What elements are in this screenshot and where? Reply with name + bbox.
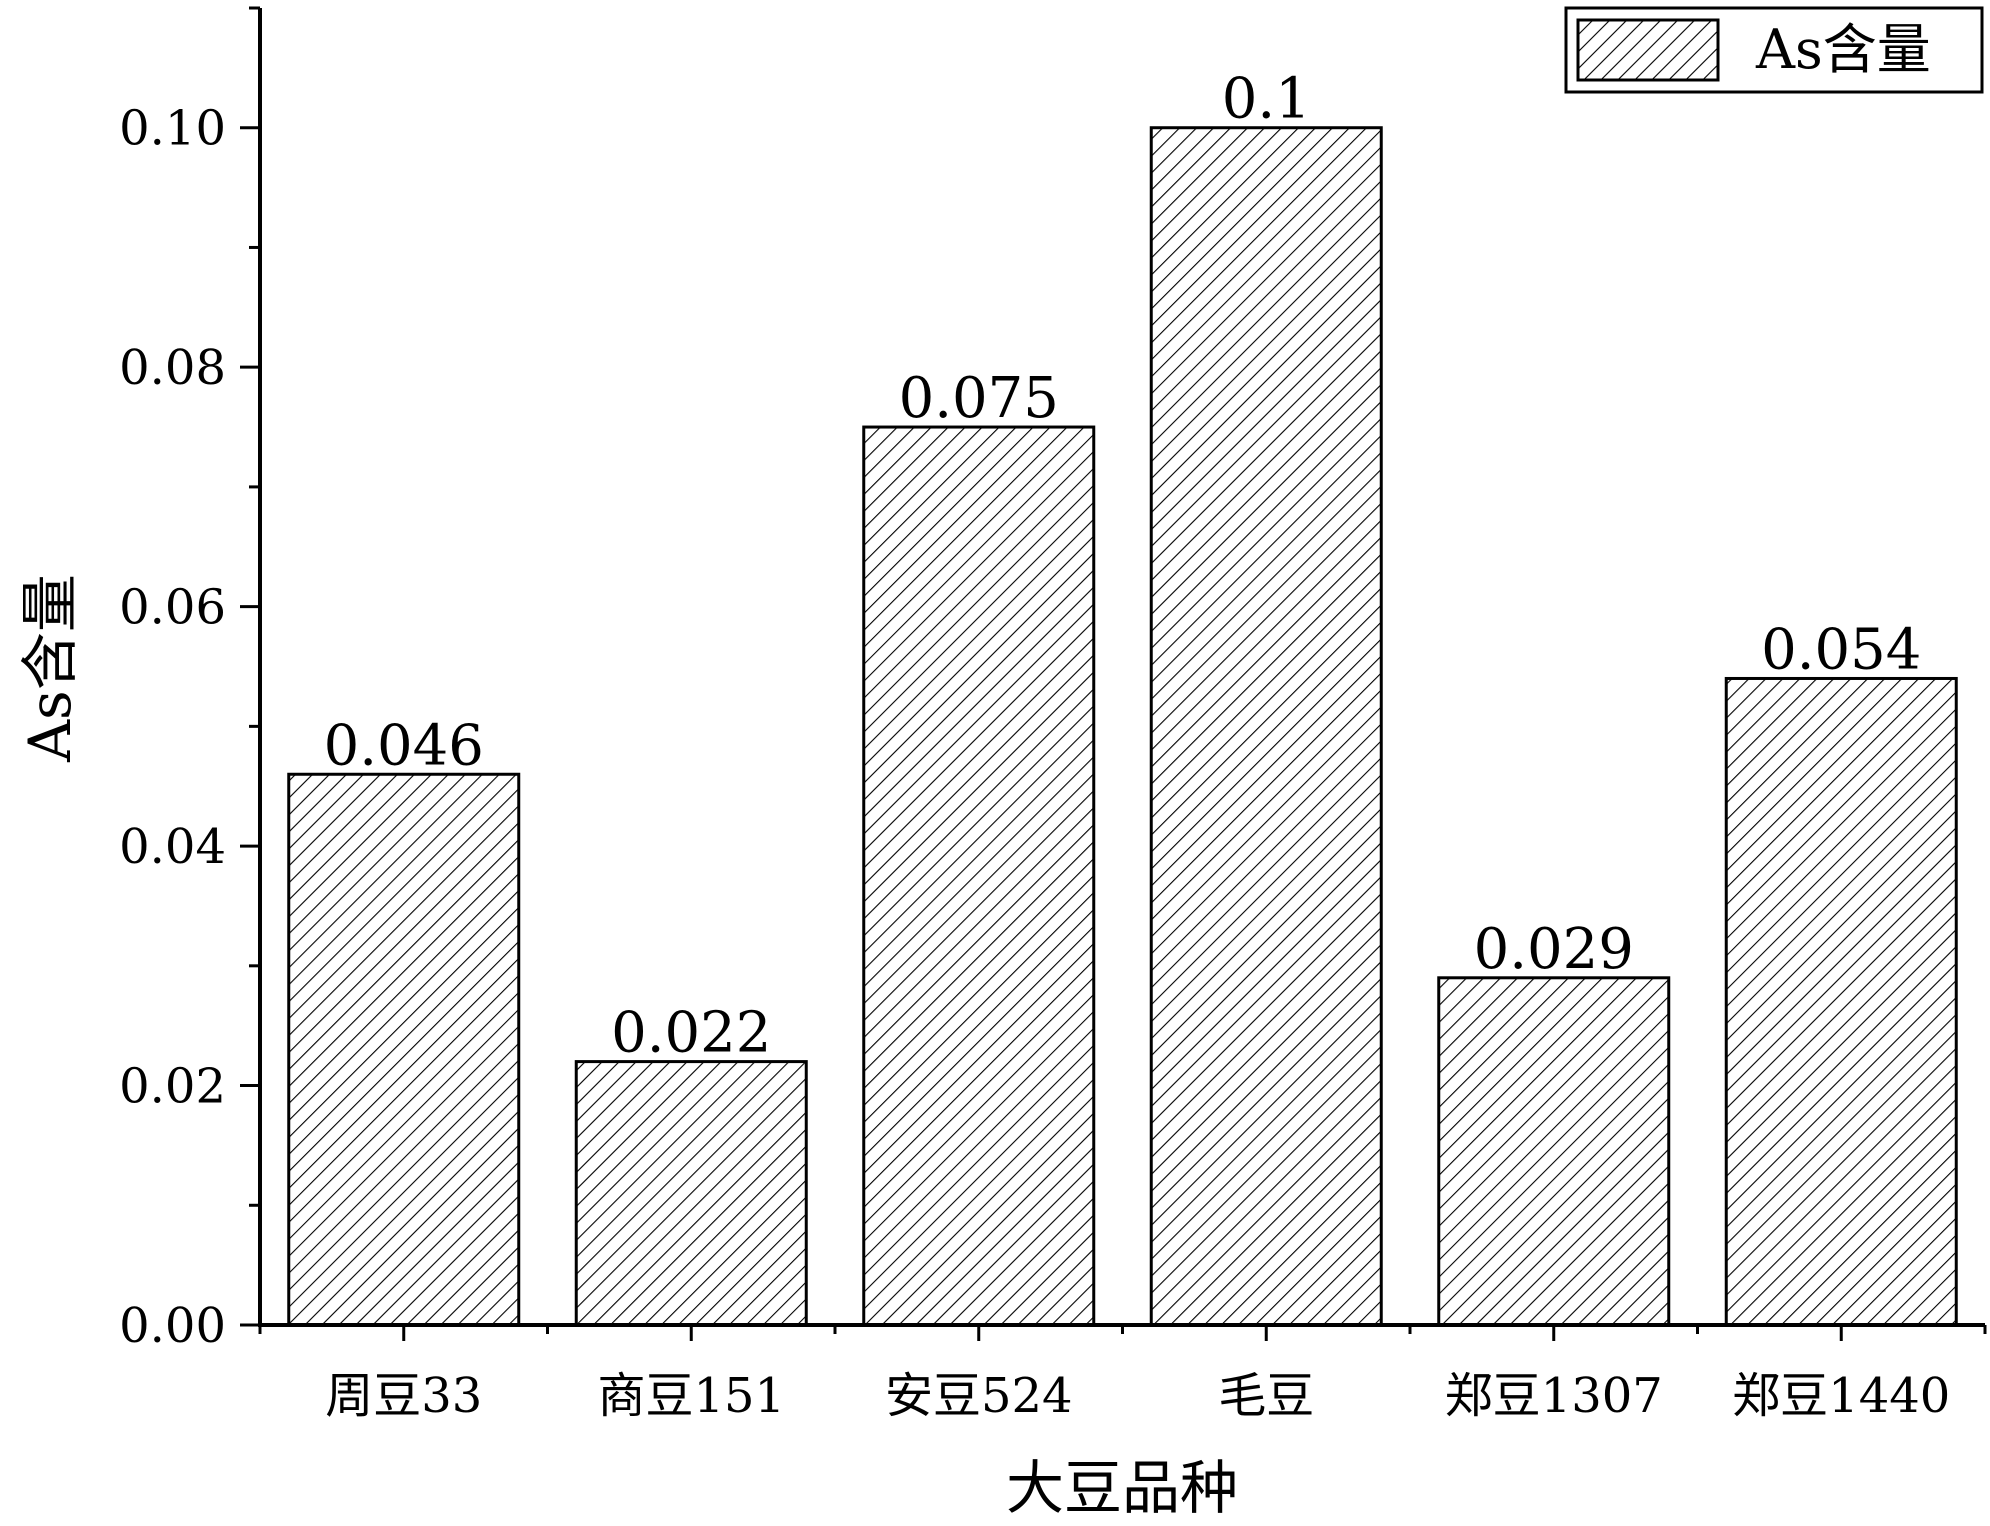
bar <box>862 425 1096 1327</box>
data-label: 0.1 <box>1222 67 1311 132</box>
bar <box>1724 676 1958 1327</box>
bar <box>1149 126 1383 1327</box>
legend-swatch <box>1576 18 1720 82</box>
data-label: 0.022 <box>611 1001 771 1066</box>
x-tick-label: 商豆151 <box>597 1368 785 1424</box>
y-tick-group: 0.00 0.02 0.04 0.06 0.08 0.10 <box>119 6 260 1354</box>
y-tick-label: 0.06 <box>119 580 226 636</box>
y-tick-label: 0.10 <box>119 101 226 157</box>
data-label: 0.046 <box>324 713 484 778</box>
x-tick-group: 周豆33 商豆151 安豆524 毛豆 郑豆1307 郑豆1440 <box>258 1325 1987 1424</box>
x-tick-label: 安豆524 <box>885 1368 1073 1424</box>
y-tick-label: 0.02 <box>119 1059 226 1115</box>
data-label: 0.054 <box>1761 617 1921 682</box>
y-tick-label: 0.00 <box>119 1298 226 1354</box>
data-label-group: 0.046 0.022 0.075 0.1 0.029 0.054 <box>324 67 1922 1066</box>
x-tick-label: 毛豆 <box>1218 1368 1314 1424</box>
bar <box>574 1060 808 1327</box>
data-label: 0.029 <box>1474 917 1634 982</box>
legend-label: As含量 <box>1755 18 1931 81</box>
bar <box>287 772 521 1327</box>
bar <box>1437 976 1671 1327</box>
x-axis-title: 大豆品种 <box>1006 1454 1238 1522</box>
legend: As含量 <box>1564 6 1984 94</box>
y-tick-label: 0.08 <box>119 340 226 396</box>
y-axis-title: As含量 <box>16 574 84 763</box>
y-tick-label: 0.04 <box>119 819 226 875</box>
x-tick-label: 郑豆1440 <box>1732 1368 1950 1424</box>
bar-group <box>287 126 1958 1327</box>
data-label: 0.075 <box>899 366 1059 431</box>
x-tick-label: 郑豆1307 <box>1445 1368 1663 1424</box>
x-tick-label: 周豆33 <box>325 1368 482 1424</box>
